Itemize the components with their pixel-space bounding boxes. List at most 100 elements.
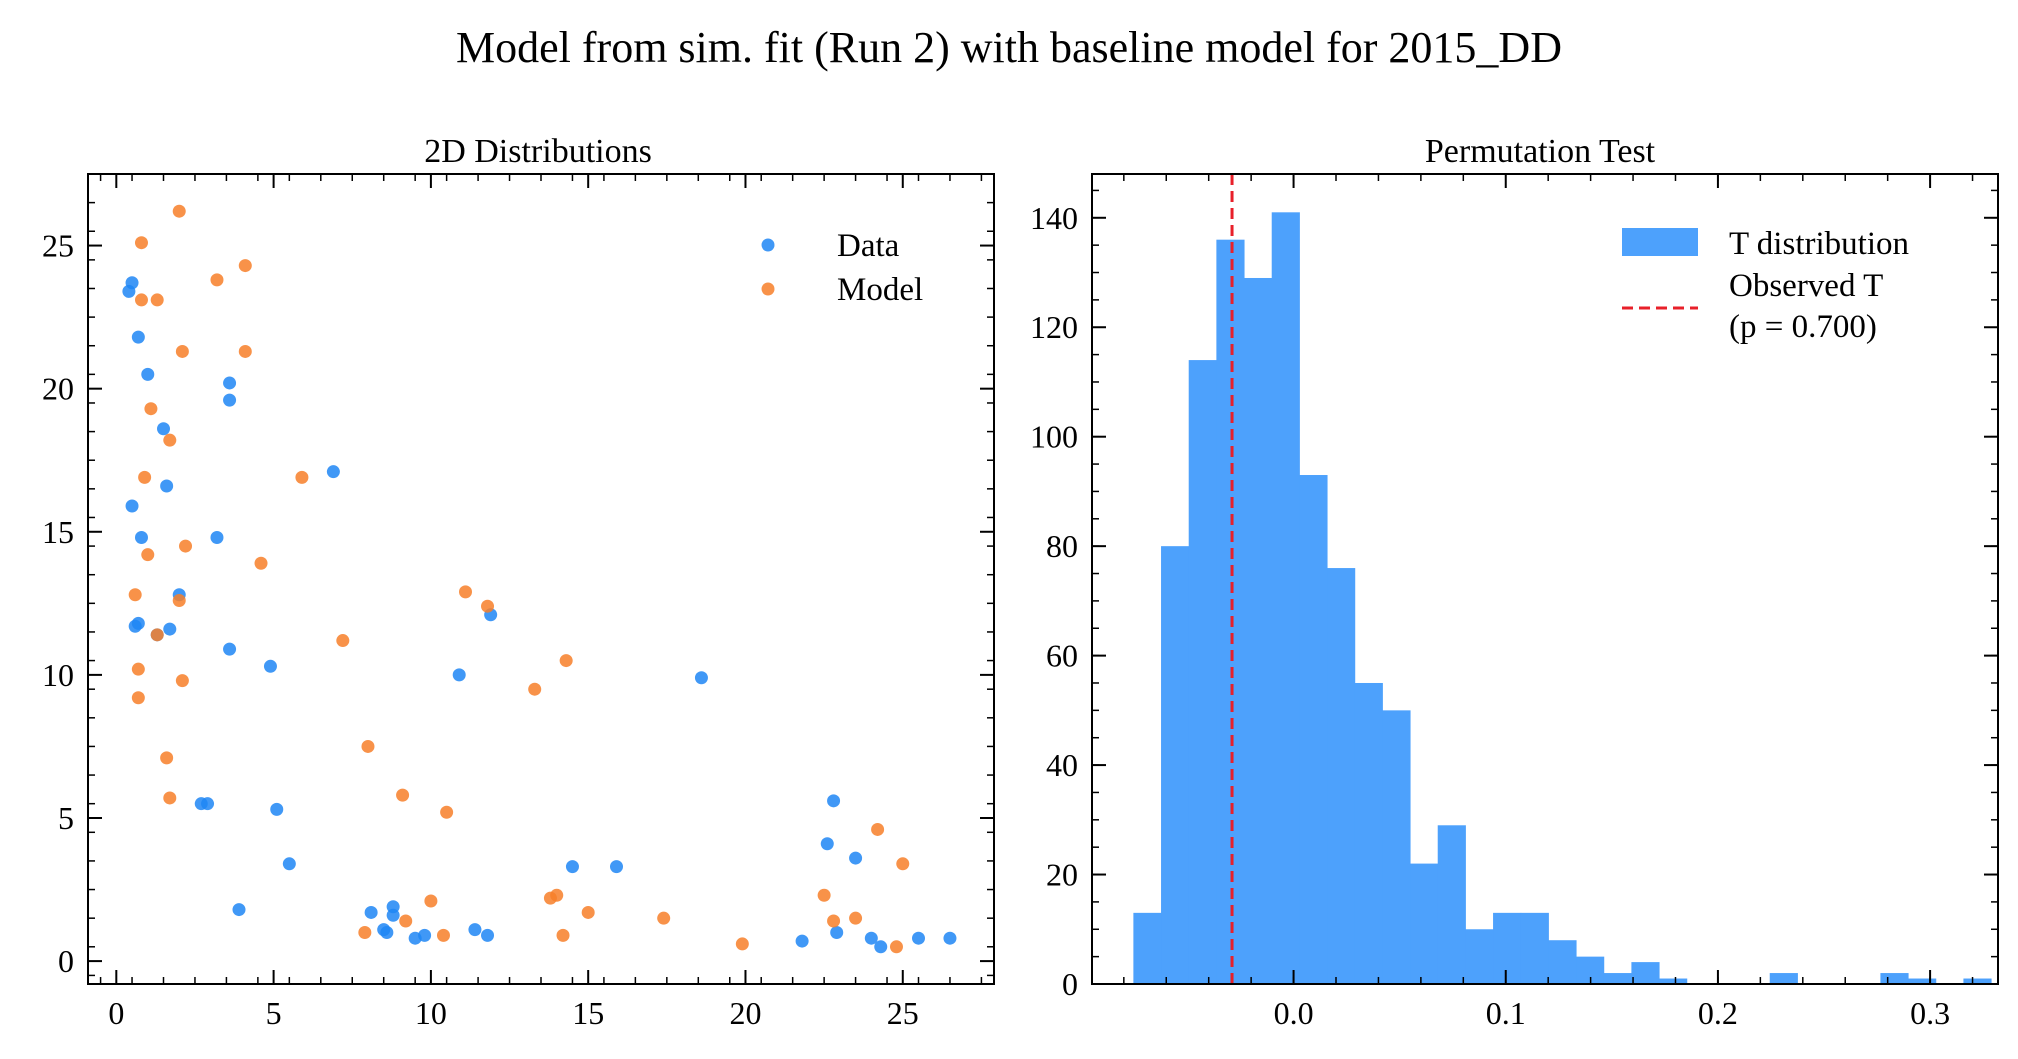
scatter-point-model [424,894,438,908]
scatter-point-data [610,860,623,874]
scatter-ytick-label: 5 [58,800,74,836]
scatter-point-data [386,908,400,922]
scatter-point-model [481,599,495,613]
histogram-bar [1133,912,1162,984]
scatter-xtick-label: 25 [887,995,919,1031]
scatter-point-data [141,367,155,381]
scatter-xtick-label: 20 [729,995,761,1031]
scatter-point-model [459,585,472,599]
scatter-point-data [912,931,925,945]
scatter-point-data [874,940,888,954]
scatter-point-model [134,236,148,250]
scatter-point-model [361,739,375,753]
histogram-bar [1548,940,1577,984]
histogram-bars [1133,212,1992,985]
histogram-bar [1161,546,1190,984]
scatter-xtick-label: 10 [415,995,447,1031]
scatter-point-data [232,903,246,917]
histogram-bar [1908,978,1937,984]
scatter-point-data [380,925,394,939]
scatter-point-model [559,654,573,668]
histogram-bar [1963,978,1992,984]
histogram-bar [1493,912,1522,984]
scatter-point-model [138,470,152,484]
scatter-xtick-label: 15 [572,995,604,1031]
scatter-point-data [820,837,834,851]
scatter-point-data [468,923,482,937]
histogram-xtick-label: 0.1 [1486,995,1526,1031]
scatter-point-data [943,931,957,945]
scatter-point-model [128,588,142,602]
scatter-ytick-label: 25 [42,228,74,264]
histogram-ytick-label: 20 [1046,857,1078,893]
scatter-point-model [144,402,158,416]
scatter-point-model [238,259,252,273]
histogram-bar [1216,239,1245,985]
histogram-legend: T distribution Observed T (p = 0.700) [1622,226,1909,345]
scatter-point-model [871,822,885,836]
histogram-bar [1880,973,1909,984]
scatter-panel: 2D Distributions 0 5 10 15 20 25 0 5 10 15 20 25 Da… [42,133,995,1031]
scatter-point-model [175,344,189,358]
scatter-xtick-label: 5 [266,995,282,1031]
legend-marker-t-distribution [1622,228,1698,256]
legend-marker-data [761,238,775,252]
histogram-ytick-label: 60 [1046,638,1078,674]
scatter-point-model [254,556,268,570]
scatter-point-model [550,888,564,902]
histogram-bar [1271,212,1300,985]
histogram-ytick-label: 40 [1046,747,1078,783]
scatter-xtick-label: 0 [108,995,124,1031]
scatter-point-data [418,928,432,942]
scatter-point-data [282,857,296,871]
scatter-point-model [131,691,145,705]
legend-label-p-value: (p = 0.700) [1729,309,1877,345]
histogram-panel: Permutation Test 0.0 0.1 0.2 0.3 0 20 40 60 80 10… [1030,133,1999,1031]
scatter-point-data [364,905,378,919]
histogram-bar [1354,682,1383,984]
scatter-point-data [795,934,809,948]
scatter-point-model [399,914,413,928]
scatter-point-data [864,931,878,945]
histogram-ytick-label: 80 [1046,528,1078,564]
legend-label-observed-t: Observed T [1729,268,1883,304]
legend-label-data: Data [837,228,900,264]
scatter-point-data [270,802,284,816]
legend-label-t-distribution: T distribution [1729,226,1909,262]
histogram-bar [1244,277,1273,985]
scatter-point-data [210,530,224,544]
scatter-point-data [157,422,170,436]
histogram-ytick-label: 0 [1062,966,1078,1002]
scatter-point-data [134,530,148,544]
scatter-point-data [125,276,139,290]
histogram-ytick-label: 120 [1030,309,1078,345]
legend-label-model: Model [837,272,923,308]
scatter-point-data [565,860,579,874]
histogram-bar [1410,863,1439,984]
histogram-ytick-label: 140 [1030,200,1078,236]
histogram-frame [1091,173,1999,985]
histogram-bar [1465,929,1494,984]
scatter-point-model [827,914,841,928]
scatter-point-data [125,499,139,513]
histogram-bar [1299,475,1328,984]
histogram-title: Permutation Test [1425,133,1656,170]
histogram-bar [1603,973,1632,984]
figure-title: Model from sim. fit (Run 2) with baselin… [456,23,1562,72]
scatter-point-model [175,674,189,688]
scatter-point-model [141,548,155,562]
scatter-point-model [163,791,177,805]
scatter-point-data [201,797,215,811]
scatter-point-data [131,330,145,344]
scatter-point-model [528,682,542,696]
scatter-point-data [263,659,277,673]
scatter-point-model [238,344,252,358]
scatter-point-model [160,751,174,765]
scatter-axes: 0 5 10 15 20 25 0 5 10 15 20 25 [42,173,995,1031]
scatter-ytick-label: 15 [42,514,74,550]
scatter-point-data [160,479,174,493]
histogram-bar [1437,825,1466,984]
scatter-point-model [849,911,863,925]
scatter-ytick-label: 0 [58,943,74,979]
histogram-xtick-label: 0.2 [1698,995,1738,1031]
